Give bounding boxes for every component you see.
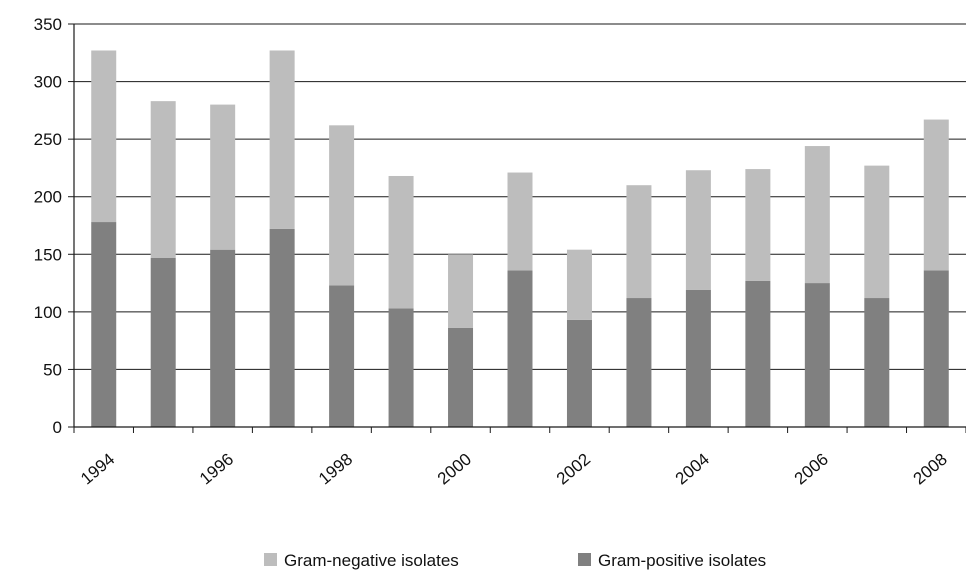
bar-gram-negative-1998 — [329, 125, 355, 286]
y-tick-label: 50 — [43, 360, 62, 379]
legend-swatch-gram-negative — [264, 553, 277, 566]
bar-gram-positive-2003 — [626, 298, 652, 427]
bar-gram-positive-1997 — [269, 228, 295, 427]
y-tick-label: 0 — [53, 418, 62, 437]
bar-gram-positive-2000 — [448, 327, 474, 427]
y-axis-tick-labels: 0 50 100 150 200 250 300 350 — [34, 15, 62, 437]
y-tick-label: 150 — [34, 245, 62, 264]
bar-gram-negative-1995 — [150, 101, 176, 258]
bar-gram-positive-2001 — [507, 270, 533, 427]
bar-gram-negative-1996 — [210, 104, 236, 250]
y-tick-label: 300 — [34, 73, 62, 92]
legend-label-gram-negative: Gram-negative isolates — [284, 551, 459, 570]
bar-gram-positive-2006 — [804, 283, 830, 427]
bar-gram-negative-2003 — [626, 185, 652, 299]
y-tick-label: 350 — [34, 15, 62, 34]
y-tick-label: 250 — [34, 130, 62, 149]
bar-gram-negative-1999 — [388, 175, 414, 309]
bar-gram-positive-2002 — [566, 319, 592, 427]
x-tick-label: 2004 — [672, 450, 713, 489]
x-tick-label: 1996 — [196, 450, 237, 489]
x-tick-label: 2008 — [910, 450, 951, 489]
legend-label-gram-positive: Gram-positive isolates — [598, 551, 766, 570]
bar-gram-negative-2001 — [507, 172, 533, 271]
y-tick-label: 100 — [34, 303, 62, 322]
bar-gram-negative-2005 — [745, 169, 771, 281]
x-tick-label: 1998 — [315, 450, 356, 489]
bar-gram-negative-1994 — [91, 50, 117, 223]
x-tick-label: 2006 — [791, 450, 832, 489]
bar-gram-positive-2005 — [745, 280, 771, 427]
bars — [91, 50, 949, 427]
bar-gram-negative-2000 — [448, 254, 474, 328]
bar-gram-negative-1997 — [269, 50, 295, 229]
bar-gram-positive-2008 — [923, 270, 949, 427]
bar-gram-negative-2002 — [566, 249, 592, 320]
bar-gram-positive-2007 — [864, 298, 890, 427]
x-tick-label: 2000 — [434, 450, 475, 489]
y-tick-label: 200 — [34, 188, 62, 207]
bar-gram-positive-1994 — [91, 222, 117, 427]
x-axis-tick-labels: 1994 1996 1998 2000 2002 2004 2006 2008 — [77, 450, 951, 489]
bar-gram-negative-2004 — [685, 170, 711, 290]
bar-gram-negative-2006 — [804, 146, 830, 284]
legend: Gram-negative isolates Gram-positive isol… — [264, 551, 766, 570]
bar-gram-positive-2004 — [685, 289, 711, 427]
legend-swatch-gram-positive — [578, 553, 591, 566]
bar-gram-positive-1996 — [210, 249, 236, 427]
bar-gram-positive-1995 — [150, 257, 176, 427]
axes — [68, 23, 966, 433]
x-tick-label: 2002 — [553, 450, 594, 489]
bar-gram-negative-2008 — [923, 119, 949, 271]
x-tick-label: 1994 — [77, 450, 118, 489]
bar-gram-negative-2007 — [864, 165, 890, 299]
bar-gram-positive-1998 — [329, 285, 355, 427]
bar-gram-positive-1999 — [388, 308, 414, 427]
